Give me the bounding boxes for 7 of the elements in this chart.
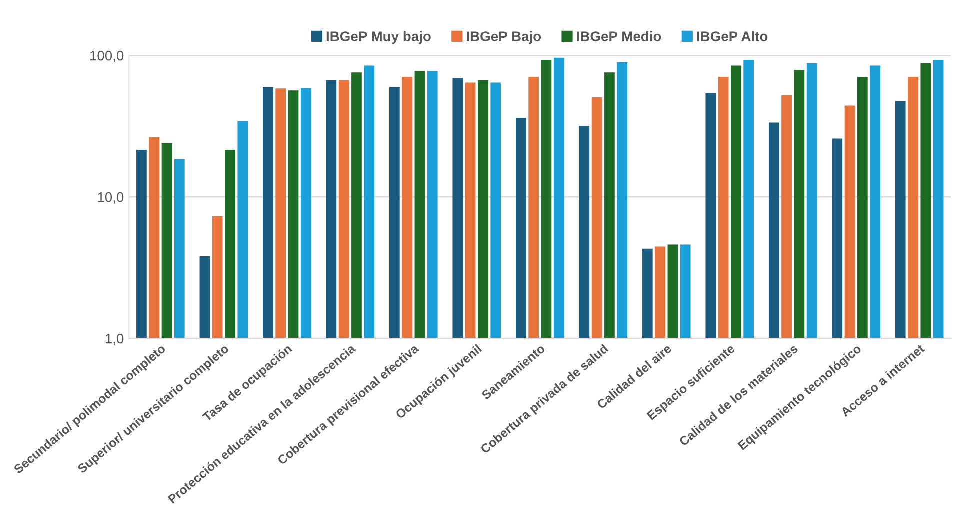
- legend-label: IBGeP Alto: [697, 31, 768, 42]
- legend-label: IBGeP Muy bajo: [326, 31, 431, 44]
- y-tick-label: 100,0: [90, 50, 124, 62]
- y-tick-label: 10,0: [98, 192, 124, 204]
- y-tick-label: 1,0: [106, 334, 124, 346]
- legend-label: IBGeP Bajo: [467, 31, 542, 44]
- legend-label: IBGeP Medio: [577, 31, 662, 42]
